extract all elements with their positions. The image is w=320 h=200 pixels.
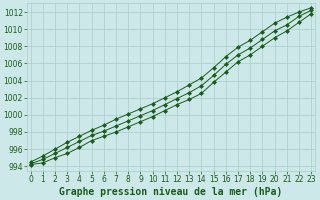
X-axis label: Graphe pression niveau de la mer (hPa): Graphe pression niveau de la mer (hPa) xyxy=(59,186,283,197)
